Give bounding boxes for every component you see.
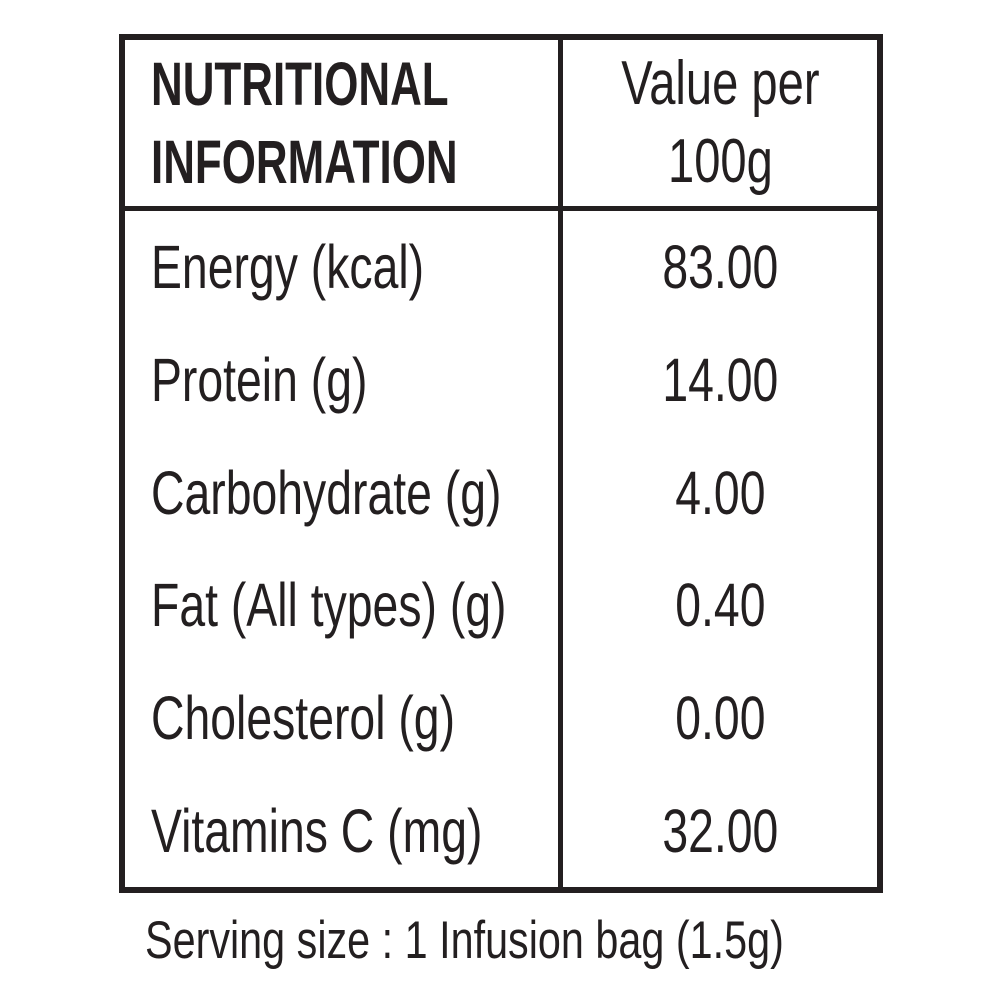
nutrient-value-cell: 14.00 [563, 324, 877, 437]
table-row-energy: Energy (kcal) 83.00 [125, 211, 877, 324]
nutrient-label-cell: Vitamins C (mg) [125, 774, 563, 888]
nutrient-value-cell: 32.00 [563, 774, 877, 887]
nutrient-value: 0.40 [674, 571, 766, 640]
nutrient-value-cell: 0.40 [563, 549, 877, 662]
header-title-line1: NUTRITIONAL [151, 50, 449, 118]
nutrient-value: 32.00 [661, 796, 779, 865]
nutrient-label: Carbohydrate (g) [151, 458, 502, 527]
table-body: Energy (kcal) 83.00 Protein (g) 14.00 Ca… [125, 211, 877, 888]
nutrient-label: Energy (kcal) [151, 233, 425, 302]
table-row-cholesterol: Cholesterol (g) 0.00 [125, 661, 877, 775]
nutrient-value: 14.00 [661, 346, 779, 414]
nutrient-label-cell: Protein (g) [125, 323, 563, 437]
nutrient-label-cell: Energy (kcal) [125, 211, 563, 324]
nutrition-table: NUTRITIONAL INFORMATION Value per 100g E… [119, 34, 883, 893]
header-title-cell: NUTRITIONAL INFORMATION [125, 40, 563, 206]
nutrient-value-cell: 0.00 [563, 662, 877, 775]
serving-size-text: Serving size : 1 Infusion bag (1.5g) [145, 911, 784, 970]
header-value-line1: Value per [620, 49, 820, 118]
nutrient-label: Fat (All types) (g) [151, 571, 507, 640]
nutrient-value-cell: 83.00 [563, 211, 877, 324]
nutrient-value: 4.00 [674, 458, 766, 527]
nutrient-label: Vitamins C (mg) [151, 796, 483, 865]
header-value-cell: Value per 100g [563, 40, 877, 206]
header-value-text: Value per 100g [621, 45, 819, 201]
header-title-text: NUTRITIONAL INFORMATION [151, 45, 458, 201]
table-header-row: NUTRITIONAL INFORMATION Value per 100g [125, 40, 877, 211]
nutrient-value-cell: 4.00 [563, 436, 877, 549]
nutrient-label-cell: Cholesterol (g) [125, 661, 563, 775]
table-row-fat: Fat (All types) (g) 0.40 [125, 549, 877, 662]
nutrient-label-cell: Fat (All types) (g) [125, 549, 563, 662]
table-row-vitamin-c: Vitamins C (mg) 32.00 [125, 774, 877, 888]
table-row-carbohydrate: Carbohydrate (g) 4.00 [125, 436, 877, 550]
nutrient-label: Protein (g) [151, 346, 368, 414]
nutrient-value: 83.00 [661, 233, 779, 302]
nutrient-label-cell: Carbohydrate (g) [125, 436, 563, 550]
nutrient-label: Cholesterol (g) [151, 684, 456, 753]
header-title-line2: INFORMATION [151, 128, 458, 196]
header-value-line2: 100g [667, 127, 773, 196]
nutrient-value: 0.00 [674, 684, 766, 753]
serving-size-note: Serving size : 1 Infusion bag (1.5g) [119, 903, 883, 979]
table-row-protein: Protein (g) 14.00 [125, 323, 877, 437]
